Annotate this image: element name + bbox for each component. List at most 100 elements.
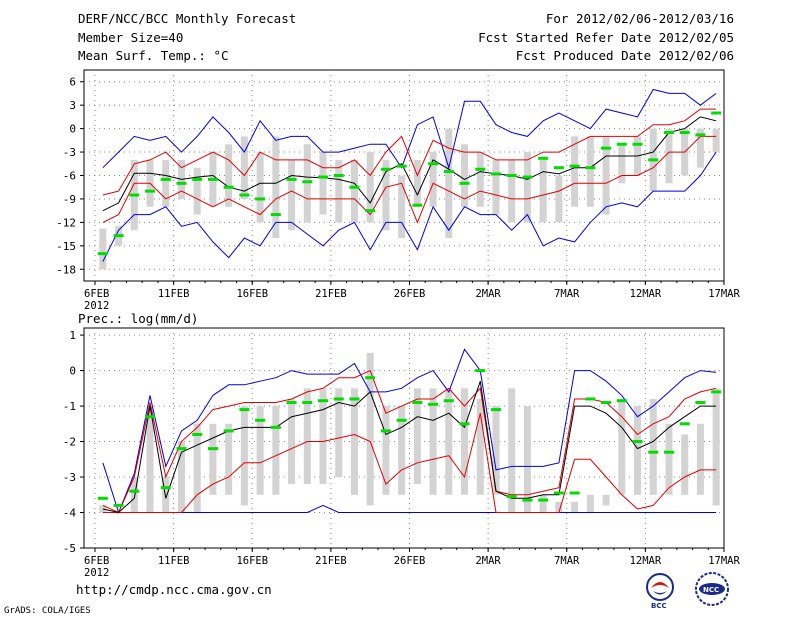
prec-member-range-bar	[712, 388, 720, 506]
temp-member-range-bar	[586, 136, 594, 207]
temp-member-range-bar	[523, 152, 531, 223]
temp-member-range-bar	[476, 152, 484, 207]
temp-member-range-bar	[665, 128, 673, 184]
prec-member-range-bar	[256, 406, 264, 495]
prec-member-range-bar	[303, 388, 311, 485]
temp-member-range-bar	[350, 159, 358, 223]
temp-ytick-label: 6	[69, 76, 76, 89]
temp-member-range-bar	[618, 144, 626, 184]
prec-member-range-bar	[618, 398, 626, 495]
prec-xtick-label: 12MAR	[630, 555, 662, 567]
prec-member-range-bar	[382, 406, 390, 495]
prec-ensemble-mean-line	[102, 381, 717, 514]
grads-credit: GrADS: COLA/IGES	[4, 606, 91, 616]
temp-max-line	[102, 88, 717, 170]
temp-member-range-bar	[288, 159, 296, 231]
temp-member-range-bar	[225, 144, 233, 207]
source-url[interactable]: http://cmdp.ncc.cma.gov.cn	[76, 582, 272, 597]
forecast-start-date: Fcst Started Refer Date 2012/02/05	[478, 30, 734, 45]
prec-member-range-bar	[350, 388, 358, 495]
prec-member-range-bar	[523, 406, 531, 513]
prec-member-range-bar	[476, 398, 484, 495]
prec-panel: 1 0 -1 -2 -3 -4 -5 6FEB 11FEB 16FEB 21FEB 26FEB 2MAR…	[63, 327, 740, 579]
temp-xtick-label: 16FEB	[236, 288, 268, 300]
prec-member-range-bar	[696, 423, 704, 495]
temp-ytick-label: -18	[56, 263, 76, 276]
temp-member-range-bar	[539, 159, 547, 223]
temp-xtick-label: 2MAR	[475, 288, 501, 300]
temp-ytick-label: -12	[56, 216, 76, 229]
prec-xtick-label: 16FEB	[236, 555, 268, 567]
prec-member-range-bar	[193, 423, 201, 513]
temp-member-range-bar	[492, 159, 500, 215]
prec-xtick-label: 17MAR	[708, 555, 740, 567]
prec-member-range-bar	[130, 477, 138, 513]
prec-xtick-label: 21FEB	[315, 555, 347, 567]
temp-member-range-bar	[445, 128, 453, 239]
temp-member-range-bar	[461, 144, 469, 207]
temp-ytick-label: 3	[69, 99, 76, 112]
prec-member-range-bar	[146, 406, 154, 513]
prec-xtick-label: 6FEB	[84, 555, 109, 567]
prec-ytick-label: 1	[69, 329, 76, 342]
prec-xtick-label: 7MAR	[554, 555, 580, 567]
temp-member-range-bar	[429, 152, 437, 207]
temp-std-lower-line	[102, 135, 717, 224]
prec-frame	[83, 327, 725, 549]
temp-member-range-bar	[335, 159, 343, 223]
prec-member-range-bar	[335, 388, 343, 478]
temp-member-range-bar	[602, 136, 610, 215]
prec-member-range-bar	[177, 441, 185, 513]
prec-member-range-bar	[508, 388, 516, 513]
temp-std-upper-line	[102, 108, 717, 196]
temp-member-range-bar	[303, 144, 311, 223]
prec-member-range-bar	[209, 423, 217, 495]
bcc-logo: BCC	[646, 573, 674, 610]
prec-member-range-bar	[539, 494, 547, 513]
prec-member-range-bar	[665, 423, 673, 495]
chart-title: DERF/NCC/BCC Monthly Forecast	[78, 11, 297, 26]
prec-member-range-bar	[99, 505, 107, 513]
forecast-produced-date: Fcst Produced Date 2012/02/06	[515, 48, 734, 63]
variable-label: Mean Surf. Temp.: °C	[78, 48, 229, 63]
temp-member-range-bar	[99, 228, 107, 270]
prec-ytick-label: -3	[63, 471, 76, 484]
prec-member-range-bar	[398, 406, 406, 495]
prec-member-range-bar	[681, 434, 689, 495]
temp-member-range-bar	[319, 152, 327, 215]
prec-member-range-bar	[366, 352, 374, 506]
temp-member-range-bar	[398, 175, 406, 239]
temp-member-range-bar	[272, 136, 280, 239]
prec-ytick-label: 0	[69, 365, 76, 378]
prec-std-lower-line	[102, 413, 717, 513]
temp-member-range-bar	[555, 175, 563, 223]
prec-ytick-label: -1	[63, 400, 76, 413]
temp-xtick-label: 17MAR	[708, 288, 740, 300]
temp-ytick-label: -6	[63, 170, 76, 183]
bcc-logo-text: BCC	[651, 602, 667, 610]
member-size-label: Member Size=40	[78, 30, 184, 45]
prec-xtick-label: 11FEB	[158, 555, 190, 567]
temp-member-range-bar	[413, 159, 421, 207]
prec-year-label: 2012	[84, 567, 109, 579]
temp-xtick-label: 12MAR	[630, 288, 662, 300]
temp-panel: 6 3 0 -3 -6 -9 -12 -15 -18 6FEB 11FEB 16FEB 21FEB 26F…	[56, 69, 740, 312]
temp-member-range-bar	[696, 128, 704, 168]
temp-member-range-bar	[571, 136, 579, 207]
temp-ytick-label: -9	[63, 193, 76, 206]
temp-member-range-bar	[366, 152, 374, 223]
temp-ensemble-mean-line	[102, 116, 717, 212]
temp-xtick-label: 6FEB	[84, 288, 109, 300]
prec-member-range-bar	[288, 398, 296, 485]
ncc-logo: NCC	[695, 572, 729, 606]
prec-xtick-label: 26FEB	[394, 555, 426, 567]
prec-member-range-bar	[555, 501, 563, 513]
prec-panel-title: Prec.: log(mm/d)	[78, 311, 198, 326]
prec-member-range-bar	[586, 494, 594, 513]
prec-member-range-bar	[602, 494, 610, 506]
prec-max-line	[102, 348, 717, 514]
prec-member-range-bar	[461, 388, 469, 495]
temp-ytick-label: -15	[56, 240, 76, 253]
temp-xtick-label: 21FEB	[315, 288, 347, 300]
temp-member-range-bar	[382, 159, 390, 231]
